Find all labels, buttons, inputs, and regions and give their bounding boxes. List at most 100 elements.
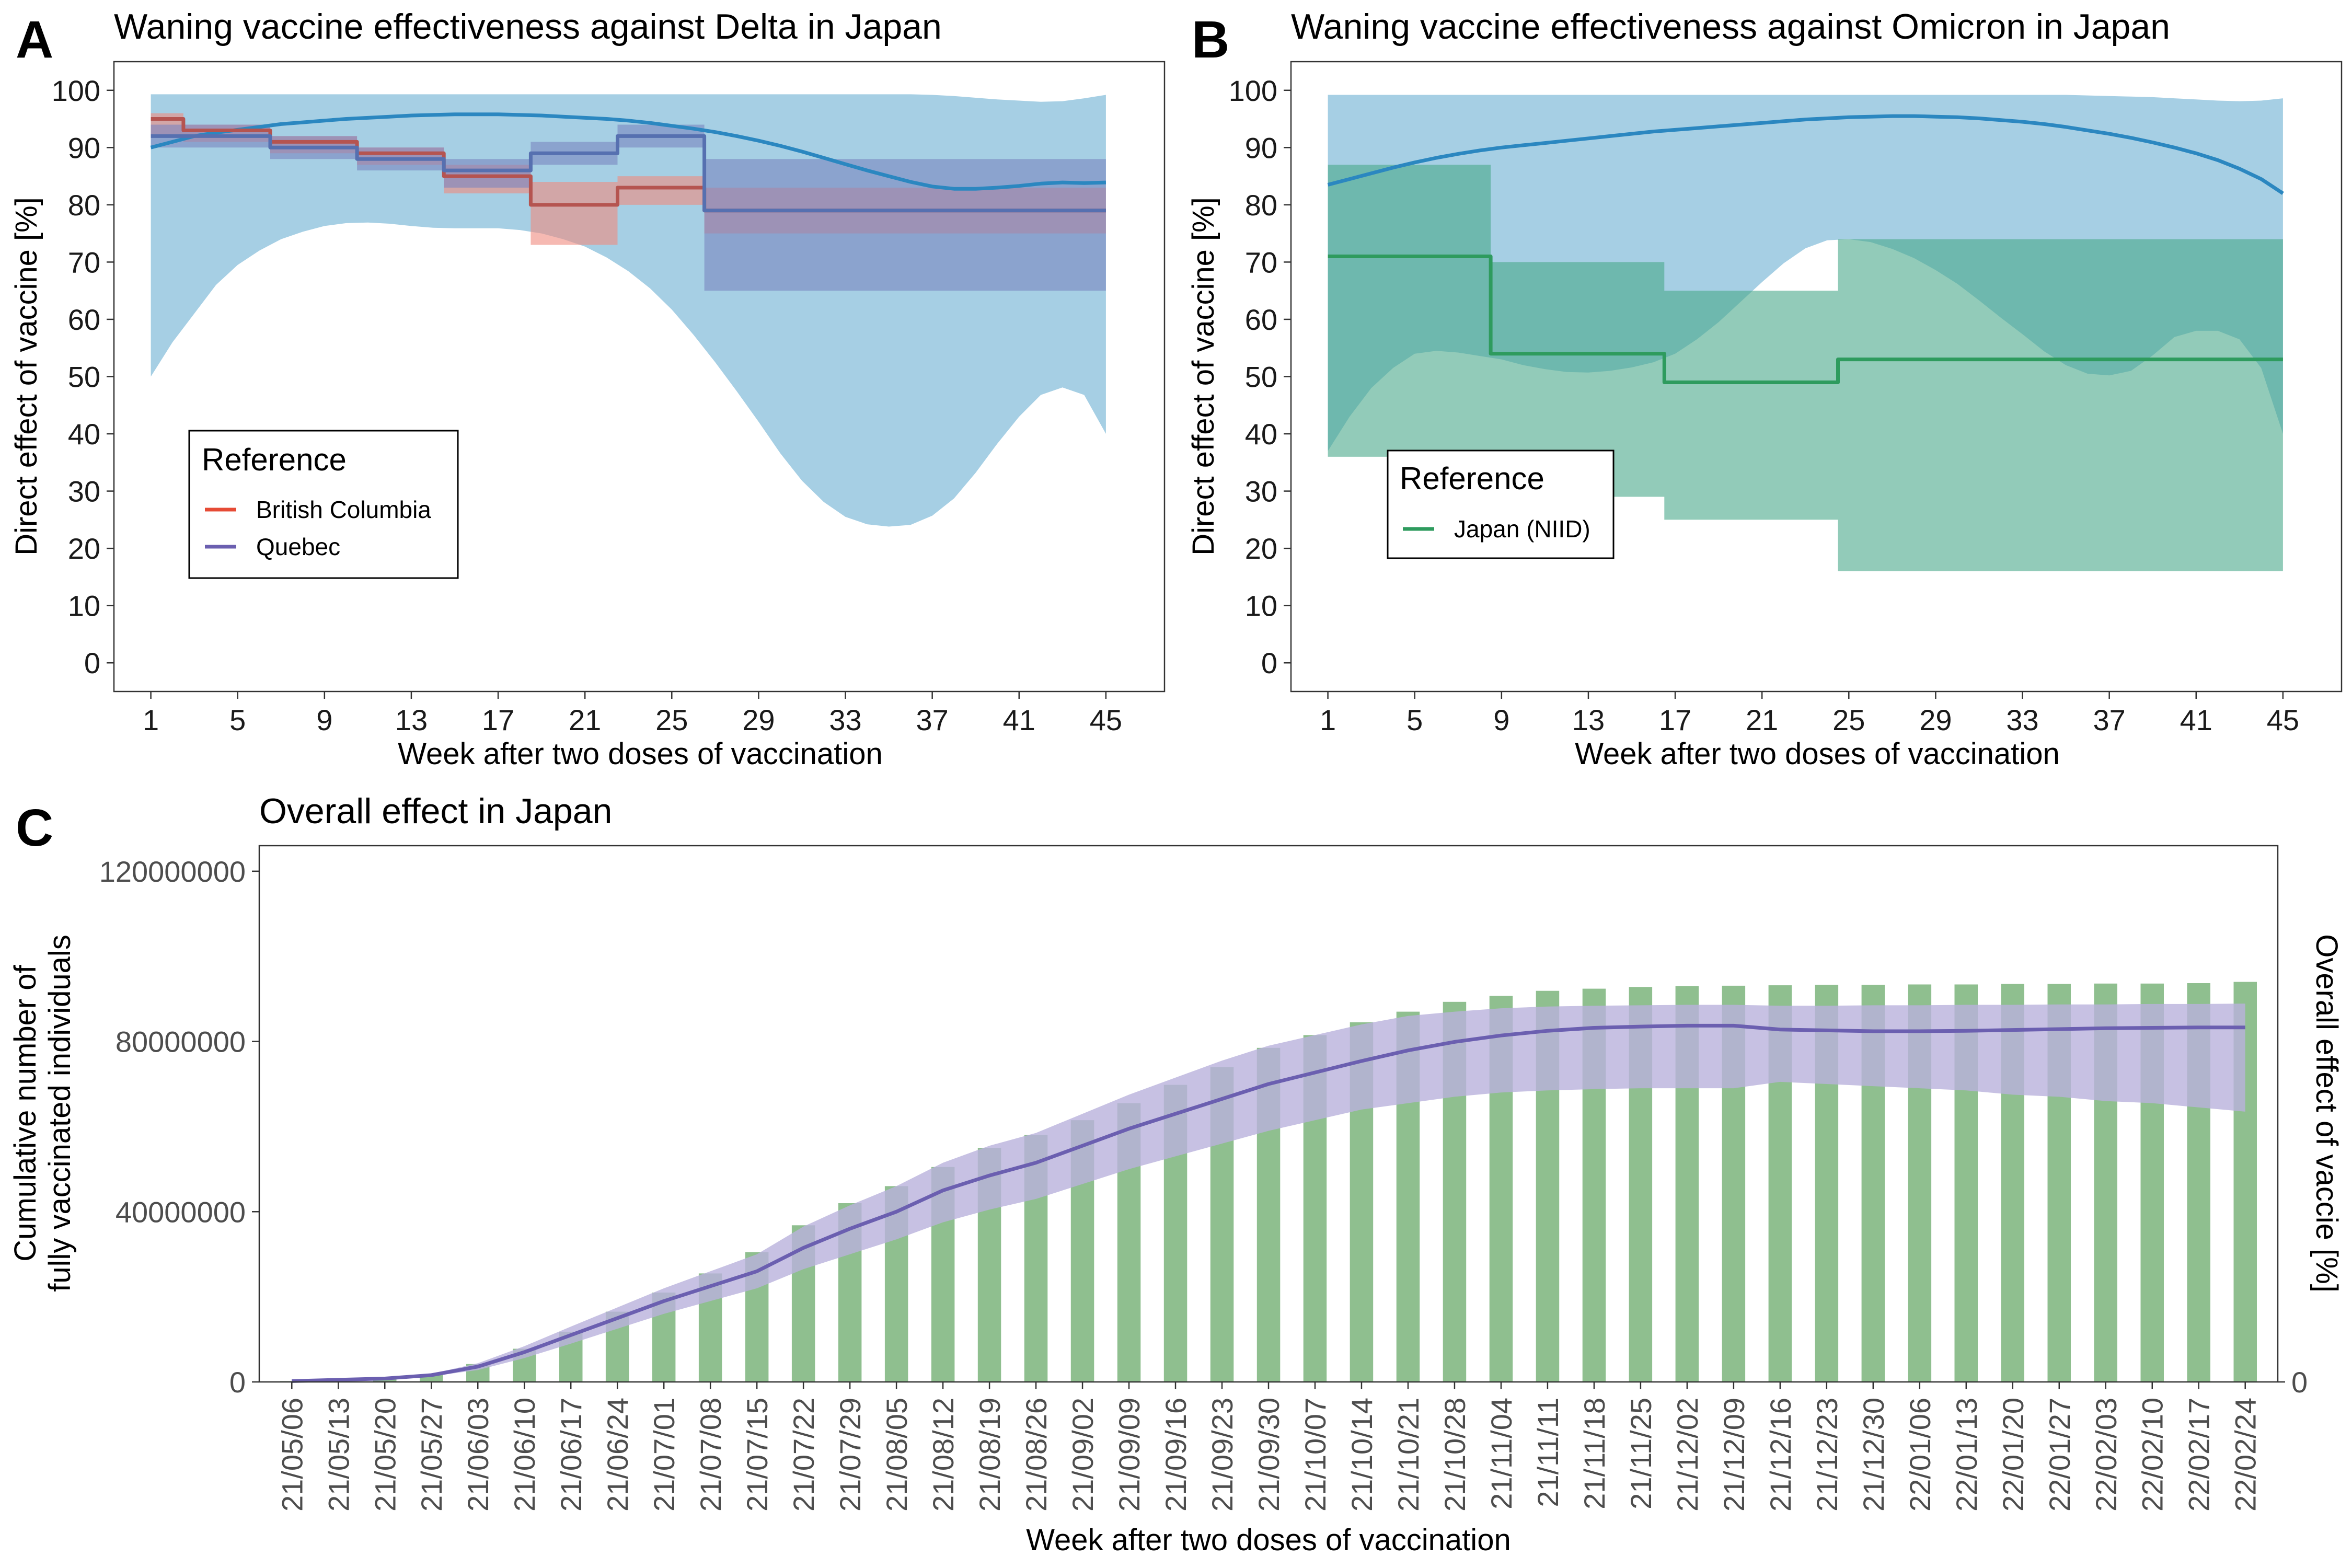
panel-c-x-tick-label: 21/07/29: [834, 1398, 867, 1512]
panel-b-line-estimate: [1327, 114, 2284, 195]
panel-b-y-tick-label: 70: [1245, 246, 1277, 279]
panel-b-x-ticks: 1 5 9 13 17 21 25 29 33 37 41 45: [1320, 691, 2299, 736]
panel-a-y-tick-label: 30: [68, 475, 100, 508]
panel-b-y-tick-label: 60: [1245, 303, 1277, 336]
panel-b: B Waning vaccine effectiveness against O…: [1186, 7, 2343, 771]
panel-a-y-tick-label: 50: [68, 361, 100, 394]
panel-c-secondary-y-ticks: 0: [2278, 1366, 2308, 1399]
panel-b-y-tick-label: 20: [1245, 532, 1277, 565]
panel-b-legend-title: Reference: [1400, 461, 1544, 496]
panel-c-y-tick-label: 80000000: [116, 1025, 246, 1058]
panel-c-x-tick-label: 21/07/01: [648, 1398, 681, 1512]
panel-b-x-tick-label: 17: [1659, 704, 1691, 736]
panel-a-y-tick-label: 100: [52, 74, 100, 107]
panel-c-y-tick-label: 0: [229, 1366, 246, 1399]
panel-b-x-tick-label: 37: [2093, 704, 2125, 736]
panel-b-y-tick-label: 90: [1245, 131, 1277, 164]
panel-c-x-tick-label: 21/05/06: [275, 1398, 308, 1512]
panel-c-y2-tick-label: 0: [2291, 1366, 2308, 1399]
panel-c-label: C: [16, 799, 53, 857]
panel-a-x-tick-label: 21: [569, 704, 601, 736]
panel-a-x-axis-label: Week after two doses of vaccination: [398, 737, 882, 771]
panel-c-x-tick-label: 21/12/09: [1717, 1398, 1750, 1512]
panel-a-y-tick-label: 10: [68, 590, 100, 622]
panel-c-x-tick-label: 22/01/06: [1904, 1398, 1936, 1512]
panel-b-x-tick-label: 33: [2006, 704, 2038, 736]
panel-a-x-tick-label: 33: [829, 704, 861, 736]
panel-c-x-tick-label: 21/06/17: [555, 1398, 587, 1512]
panel-c-x-tick-label: 21/09/09: [1113, 1398, 1146, 1512]
panel-b-x-tick-label: 13: [1572, 704, 1605, 736]
panel-c-x-tick-label: 21/05/27: [415, 1398, 448, 1512]
panel-b-line-japan-niid: [1328, 255, 2283, 384]
panel-b-y-tick-label: 10: [1245, 590, 1277, 622]
panel-a-legend-box: [188, 430, 459, 579]
panel-c-x-tick-label: 21/12/23: [1811, 1398, 1843, 1512]
legend-label-japan-niid: Japan (NIID): [1454, 515, 1590, 543]
panel-c-y-tick-label: 40000000: [116, 1195, 246, 1228]
panel-a-x-tick-label: 29: [742, 704, 775, 736]
panel-a-line-estimate: [150, 112, 1106, 191]
panel-b-y-axis-label: Direct effect of vaccine [%]: [1186, 197, 1220, 556]
panel-c-x-tick-label: 22/01/20: [1997, 1398, 2030, 1512]
panel-b-x-tick-label: 41: [2180, 704, 2212, 736]
panel-a-x-tick-label: 25: [655, 704, 688, 736]
panel-c-plot-area: [280, 982, 2257, 1383]
panel-a-plot-area: [150, 94, 1106, 527]
panel-c-x-tick-label: 21/07/08: [694, 1398, 727, 1512]
panel-a-y-tick-label: 40: [68, 418, 100, 451]
panel-a-legend: Reference British Columbia Quebec: [188, 430, 459, 579]
panel-b-label: B: [1192, 10, 1229, 69]
panel-c-x-tick-label: 21/11/04: [1485, 1398, 1518, 1509]
panel-b-x-tick-label: 21: [1746, 704, 1778, 736]
panel-c-x-tick-label: 21/07/15: [741, 1398, 774, 1512]
panel-c-x-tick-label: 21/06/24: [601, 1398, 634, 1512]
panel-c-x-tick-label: 21/11/18: [1578, 1398, 1611, 1509]
panel-c-x-tick-label: 22/02/24: [2229, 1398, 2262, 1512]
panel-c-x-tick-label: 22/02/03: [2090, 1398, 2123, 1512]
panel-c-x-axis-label: Week after two doses of vaccination: [1026, 1523, 1511, 1557]
panel-a-label: A: [16, 10, 53, 69]
panel-b-x-tick-label: 25: [1832, 704, 1865, 736]
panel-c-x-tick-label: 21/08/12: [927, 1398, 960, 1512]
panel-b-legend: Reference Japan (NIID): [1387, 449, 1615, 559]
panel-c-y-tick-label: 120000000: [99, 855, 246, 888]
panel-a-y-tick-label: 20: [68, 532, 100, 565]
panel-c-x-tick-label: 21/09/30: [1252, 1398, 1285, 1512]
panel-b-y-tick-label: 50: [1245, 361, 1277, 394]
panel-c-x-tick-label: 21/05/13: [322, 1398, 355, 1512]
panel-b-title: Waning vaccine effectiveness against Omi…: [1291, 7, 2170, 47]
panel-c-x-tick-label: 21/10/14: [1345, 1398, 1378, 1512]
panel-c-x-tick-label: 21/10/21: [1392, 1398, 1425, 1512]
panel-a-y-tick-label: 80: [68, 189, 100, 222]
panel-b-y-tick-label: 0: [1261, 647, 1277, 679]
panel-c-x-tick-label: 22/01/27: [2043, 1398, 2076, 1512]
panel-c-x-tick-label: 21/12/02: [1671, 1398, 1704, 1512]
panel-a-y-tick-label: 90: [68, 131, 100, 164]
panel-c-y-ticks: 0 40000000 80000000 120000000: [99, 855, 259, 1399]
panel-a-line-quebec: [151, 134, 1106, 213]
panel-c-x-tick-label: 21/09/16: [1159, 1398, 1192, 1512]
legend-label-british-columbia: British Columbia: [256, 496, 431, 523]
panel-b-y-ticks: 0 10 20 30 40 50 60 70 80 90 100: [1229, 74, 1291, 679]
panel-c-x-tick-label: 22/02/10: [2136, 1398, 2169, 1512]
panel-c-y-axis-label-line1: Cumulative number of: [8, 964, 42, 1261]
panel-c-x-tick-label: 21/10/28: [1438, 1398, 1471, 1512]
panel-a-x-tick-label: 41: [1003, 704, 1035, 736]
panel-a-x-ticks: 1 5 9 13 17 21 25 29 33 37 41 45: [143, 691, 1122, 736]
panel-a-x-tick-label: 1: [143, 704, 159, 736]
panel-c-x-tick-label: 21/06/10: [508, 1398, 541, 1512]
panel-b-y-tick-label: 80: [1245, 189, 1277, 222]
panel-c-x-tick-label: 21/05/20: [368, 1398, 401, 1512]
panel-c-x-tick-label: 22/02/17: [2183, 1398, 2216, 1512]
panel-c-x-ticks: 21/05/06 21/05/13 21/05/20 21/05/27 21/06/03…: [275, 1382, 2262, 1512]
panel-c-x-tick-label: 21/08/26: [1020, 1398, 1053, 1512]
panel-c-x-tick-label: 21/09/23: [1206, 1398, 1239, 1512]
panel-a: A Waning vaccine effectiveness against D…: [9, 7, 1166, 771]
panel-b-y-tick-label: 100: [1229, 74, 1277, 107]
panel-a-band-quebec: [151, 124, 1106, 291]
overall-effect-line: [292, 1023, 2245, 1383]
panel-c-title: Overall effect in Japan: [259, 791, 612, 831]
panel-a-x-tick-label: 9: [316, 704, 332, 736]
panel-c-x-tick-label: 21/08/19: [973, 1398, 1006, 1512]
